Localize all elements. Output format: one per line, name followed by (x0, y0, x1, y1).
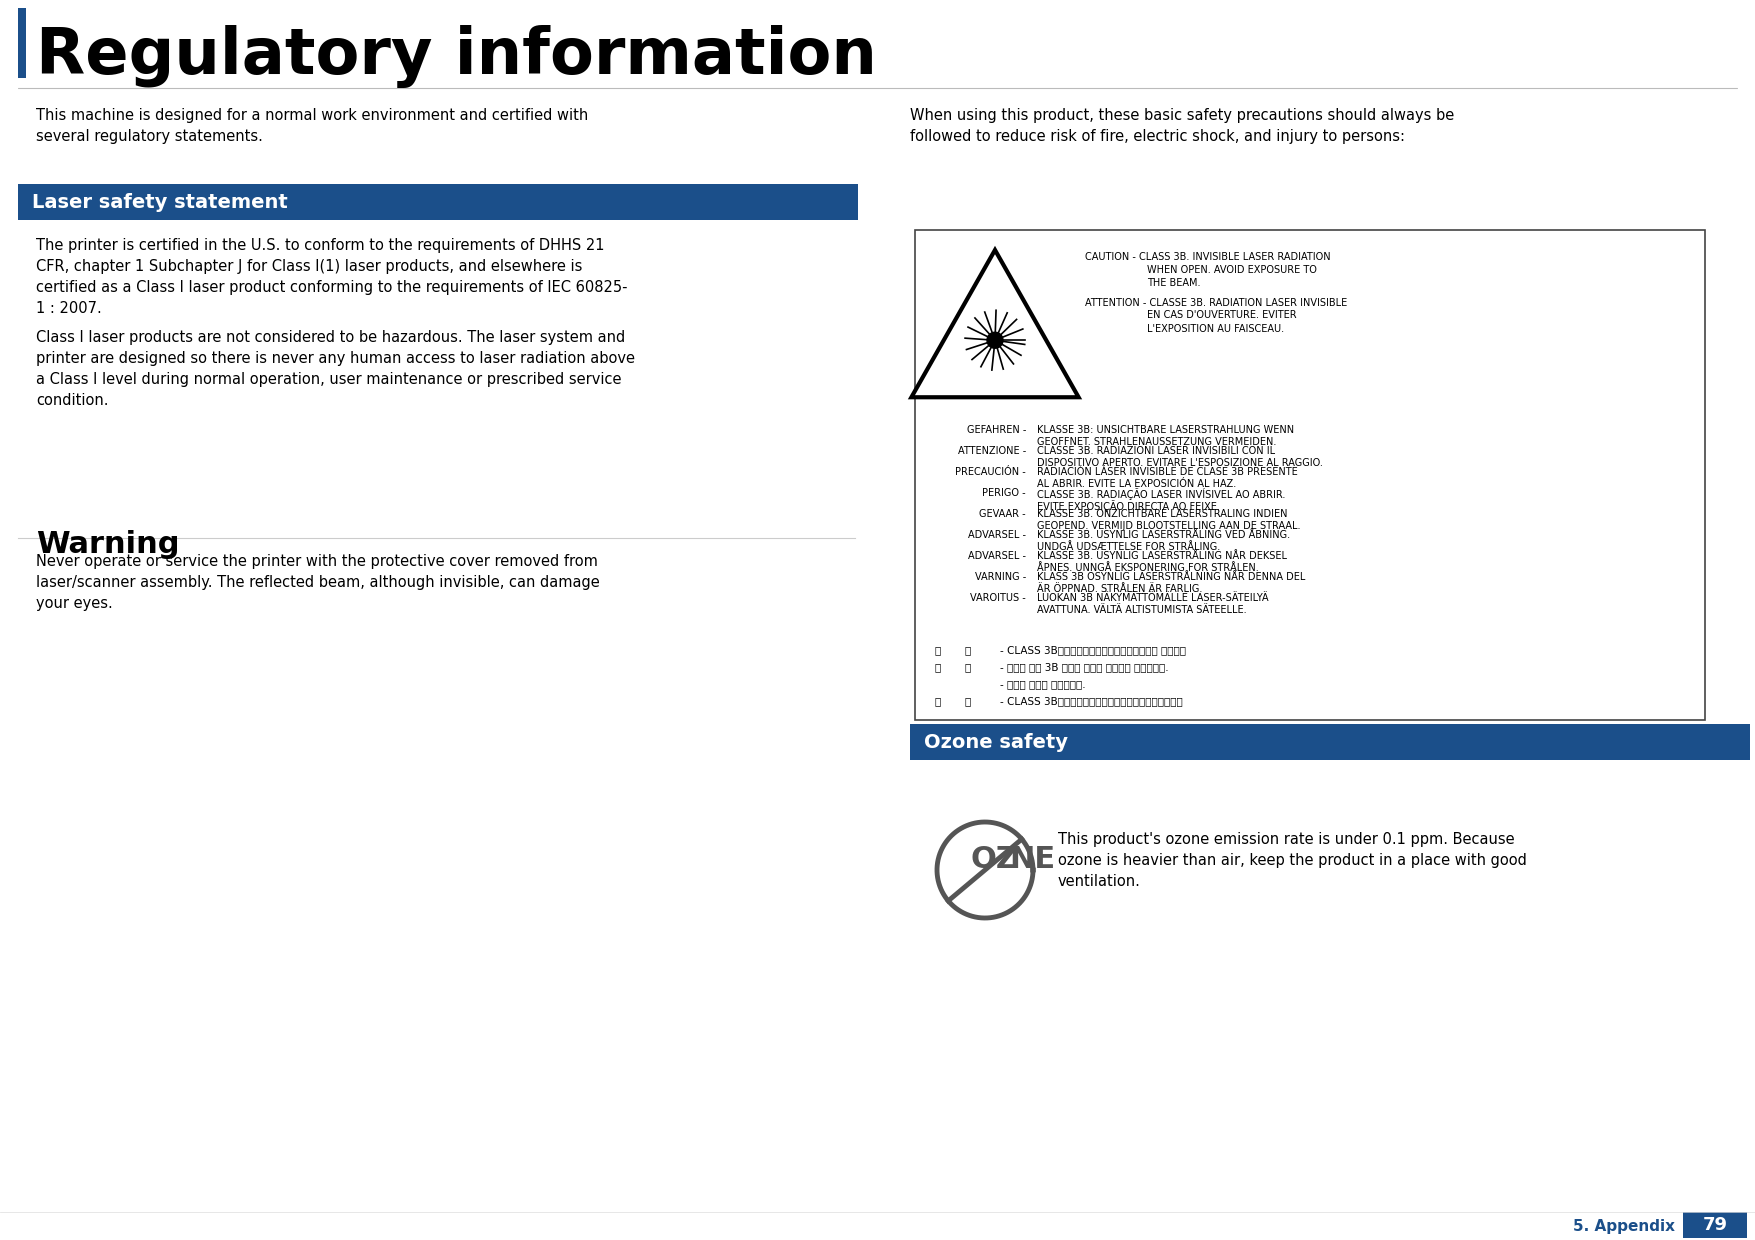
Text: ÄR ÖPPNAD. STRÅLEN ÄR FARLIG.: ÄR ÖPPNAD. STRÅLEN ÄR FARLIG. (1037, 584, 1202, 594)
Text: NE: NE (1009, 846, 1055, 874)
Text: UNDGÅ UDSÆTTELSE FOR STRÅLING.: UNDGÅ UDSÆTTELSE FOR STRÅLING. (1037, 542, 1220, 552)
Text: KLASSE 3B. USYNLIG LASERSTRÅLING NÅR DEKSEL: KLASSE 3B. USYNLIG LASERSTRÅLING NÅR DEK… (1037, 551, 1286, 560)
Text: Class I laser products are not considered to be hazardous. The laser system and
: Class I laser products are not considere… (37, 330, 635, 408)
Text: L'EXPOSITION AU FAISCEAU.: L'EXPOSITION AU FAISCEAU. (1148, 324, 1285, 334)
Text: OZ: OZ (971, 846, 1020, 874)
Text: AVATTUNA. VÄLTÄ ALTISTUMISTA SÄTEELLE.: AVATTUNA. VÄLTÄ ALTISTUMISTA SÄTEELLE. (1037, 605, 1246, 615)
Text: EN CAS D'OUVERTURE. EVITER: EN CAS D'OUVERTURE. EVITER (1148, 310, 1297, 320)
Text: Ozone safety: Ozone safety (923, 733, 1069, 751)
Bar (1683, 1211, 1746, 1238)
Text: 79: 79 (1702, 1216, 1727, 1234)
Text: ADVARSEL -: ADVARSEL - (969, 529, 1027, 539)
Text: THE BEAM.: THE BEAM. (1148, 278, 1200, 288)
Text: This product's ozone emission rate is under 0.1 ppm. Because
ozone is heavier th: This product's ozone emission rate is un… (1058, 832, 1527, 889)
Text: PRECAUCIÓN -: PRECAUCIÓN - (955, 467, 1027, 477)
Text: - CLASS 3B。最禁打开。以免被不可见激光辐射浅露灼傷: - CLASS 3B。最禁打开。以免被不可见激光辐射浅露灼傷 (1000, 696, 1183, 706)
Text: - 광선에 노출을 피하십시오.: - 광선에 노출을 피하십시오. (1000, 680, 1086, 689)
Text: DISPOSITIVO APERTO. EVITARE L'ESPOSIZIONE AL RAGGIO.: DISPOSITIVO APERTO. EVITARE L'ESPOSIZION… (1037, 458, 1323, 467)
Text: GEVAAR -: GEVAAR - (979, 508, 1027, 520)
Text: KLASSE 3B. USYNLIG LASERSTRÅLING VED ÅBNING.: KLASSE 3B. USYNLIG LASERSTRÅLING VED ÅBN… (1037, 529, 1290, 539)
Bar (911, 724, 1750, 760)
Text: GEOFFNET. STRAHLENAUSSETZUNG VERMEIDEN.: GEOFFNET. STRAHLENAUSSETZUNG VERMEIDEN. (1037, 436, 1276, 446)
Polygon shape (911, 250, 1079, 397)
Text: ATTENTION - CLASSE 3B. RADIATION LASER INVISIBLE: ATTENTION - CLASSE 3B. RADIATION LASER I… (1085, 298, 1348, 308)
Text: KLASS 3B OSYNLIG LASERSTRÅLNING NÅR DENNA DEL: KLASS 3B OSYNLIG LASERSTRÅLNING NÅR DENN… (1037, 572, 1306, 582)
Bar (18, 184, 858, 219)
Text: Regulatory information: Regulatory information (37, 25, 878, 88)
Text: GEOPEND. VERMIJD BLOOTSTELLING AAN DE STRAAL.: GEOPEND. VERMIJD BLOOTSTELLING AAN DE ST… (1037, 521, 1300, 531)
Text: PERIGO -: PERIGO - (983, 489, 1027, 498)
Text: CLASSE 3B. RADIAZIONI LASER INVISIBILI CON IL: CLASSE 3B. RADIAZIONI LASER INVISIBILI C… (1037, 446, 1276, 456)
Text: The printer is certified in the U.S. to conform to the requirements of DHHS 21
C: The printer is certified in the U.S. to … (37, 238, 628, 316)
Text: 주: 주 (935, 662, 941, 672)
Text: EVITE EXPOSIÇÃO DIRECTA AO FEIXE.: EVITE EXPOSIÇÃO DIRECTA AO FEIXE. (1037, 500, 1220, 512)
Text: CAUTION - CLASS 3B. INVISIBLE LASER RADIATION: CAUTION - CLASS 3B. INVISIBLE LASER RADI… (1085, 252, 1330, 262)
Text: ADVARSEL -: ADVARSEL - (969, 551, 1027, 560)
Bar (18, 7, 26, 78)
Text: 注: 注 (935, 645, 941, 655)
Text: KLASSE 3B. ONZICHTBARE LASERSTRALING INDIEN: KLASSE 3B. ONZICHTBARE LASERSTRALING IND… (1037, 508, 1288, 520)
Text: CLASSE 3B. RADIAÇÃO LASER INVÍSIVEL AO ABRIR.: CLASSE 3B. RADIAÇÃO LASER INVÍSIVEL AO A… (1037, 489, 1285, 500)
Text: VAROITUS -: VAROITUS - (971, 593, 1027, 603)
Text: - CLASS 3B。严禁打开。以免被不可见激光辐射 泄露灼伤: - CLASS 3B。严禁打开。以免被不可见激光辐射 泄露灼伤 (1000, 645, 1186, 655)
Text: Warning: Warning (37, 529, 179, 559)
Polygon shape (986, 332, 1004, 348)
Text: When using this product, these basic safety precautions should always be
followe: When using this product, these basic saf… (911, 108, 1455, 144)
Text: - 열리면 등급 3B 비가시 레이저 방사선이 방출됩니다.: - 열리면 등급 3B 비가시 레이저 방사선이 방출됩니다. (1000, 662, 1169, 672)
Text: 意: 意 (965, 645, 971, 655)
Text: RADIACIÓN LÁSER INVISIBLE DE CLASE 3B PRESENTE: RADIACIÓN LÁSER INVISIBLE DE CLASE 3B PR… (1037, 467, 1297, 477)
Text: AL ABRIR. EVITE LA EXPOSICIÓN AL HAZ.: AL ABRIR. EVITE LA EXPOSICIÓN AL HAZ. (1037, 479, 1236, 489)
Bar (914, 229, 1706, 720)
Text: ATTENZIONE -: ATTENZIONE - (958, 446, 1027, 456)
Text: WHEN OPEN. AVOID EXPOSURE TO: WHEN OPEN. AVOID EXPOSURE TO (1148, 265, 1316, 275)
Text: VARNING -: VARNING - (974, 572, 1027, 582)
Text: GEFAHREN -: GEFAHREN - (967, 425, 1027, 435)
Text: 5. Appendix: 5. Appendix (1572, 1219, 1674, 1234)
Text: ÅPNES. UNNGÅ EKSPONERING FOR STRÅLEN.: ÅPNES. UNNGÅ EKSPONERING FOR STRÅLEN. (1037, 563, 1258, 573)
Text: 의: 의 (965, 662, 971, 672)
Text: LUOKAN 3B NÄKYMÄTTÖMÄLLE LASER-SÄTEILYÄ: LUOKAN 3B NÄKYMÄTTÖMÄLLE LASER-SÄTEILYÄ (1037, 593, 1269, 603)
Text: KLASSE 3B: UNSICHTBARE LASERSTRAHLUNG WENN: KLASSE 3B: UNSICHTBARE LASERSTRAHLUNG WE… (1037, 425, 1293, 435)
Text: 注: 注 (935, 696, 941, 706)
Text: 意: 意 (965, 696, 971, 706)
Text: Laser safety statement: Laser safety statement (32, 192, 288, 212)
Text: Never operate or service the printer with the protective cover removed from
lase: Never operate or service the printer wit… (37, 554, 600, 611)
Text: This machine is designed for a normal work environment and certified with
severa: This machine is designed for a normal wo… (37, 108, 588, 144)
